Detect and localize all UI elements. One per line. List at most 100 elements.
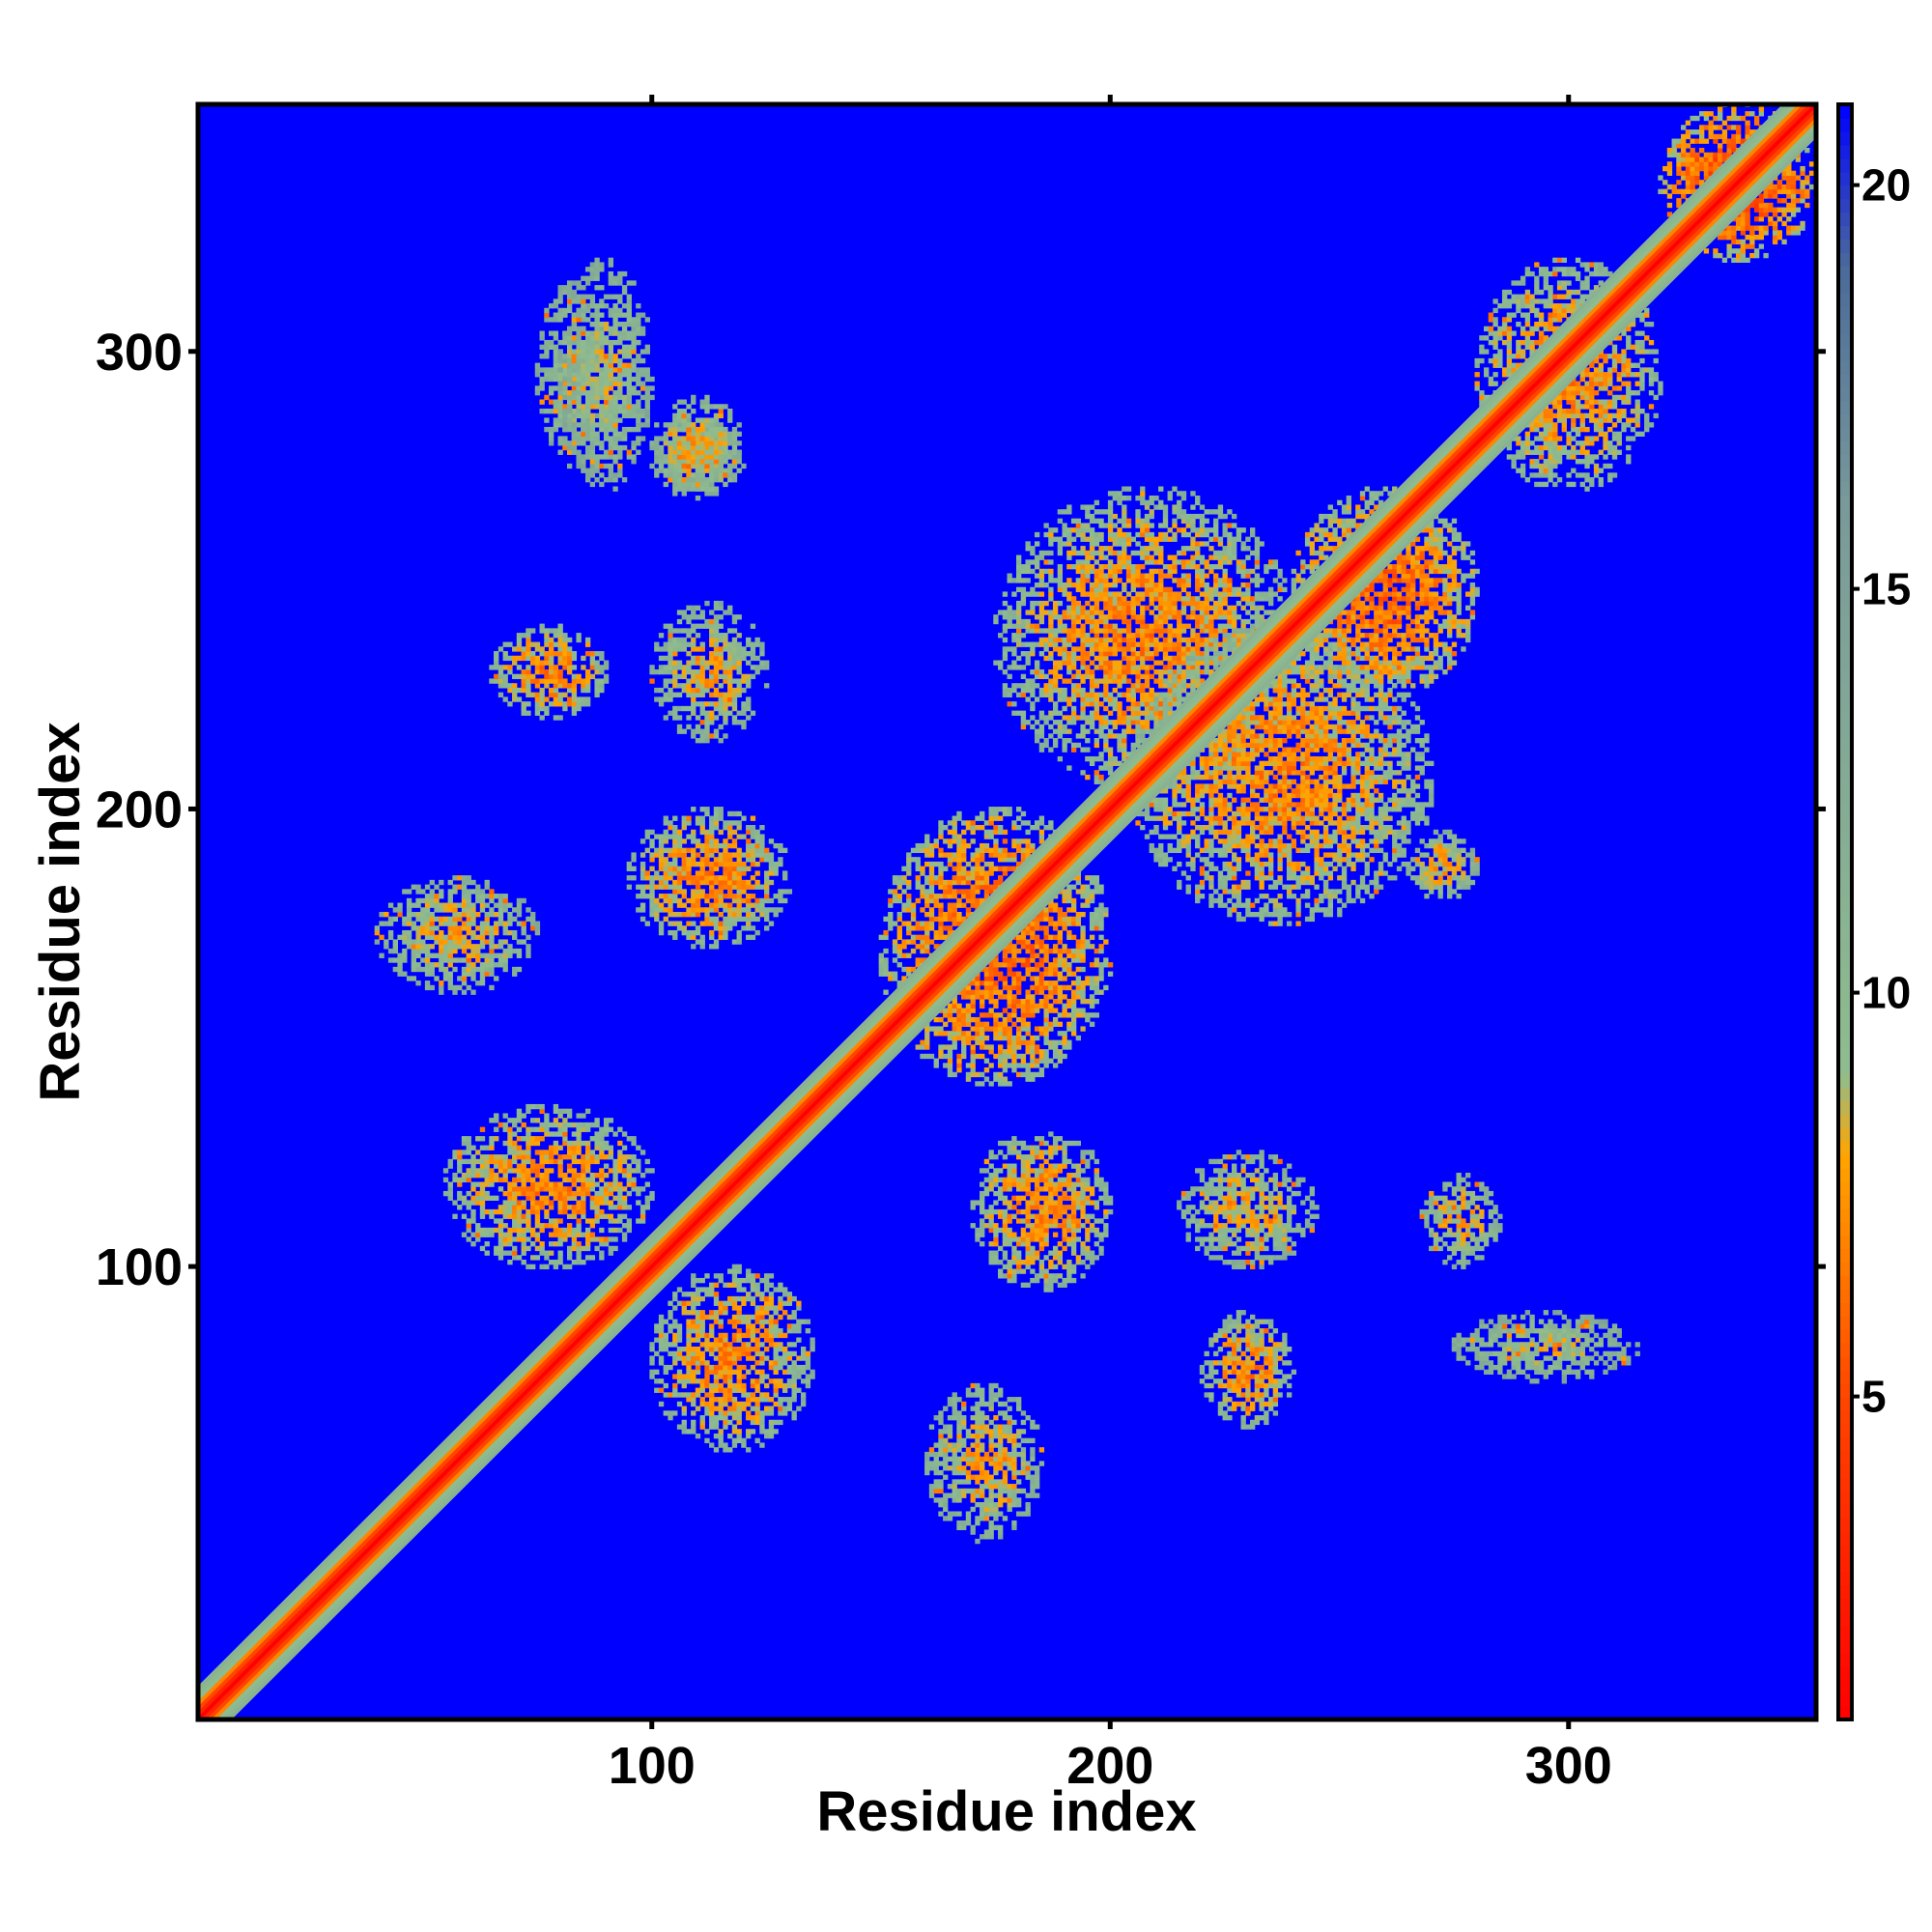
heatmap-cell (1002, 1232, 1009, 1237)
heatmap-cell (1461, 1190, 1466, 1197)
heatmap-cell (663, 683, 668, 689)
heatmap-cell (557, 715, 563, 721)
heatmap-cell (1295, 1181, 1301, 1187)
heatmap-cell (1314, 1213, 1320, 1219)
heatmap-cell (947, 1424, 953, 1430)
heatmap-cell (686, 875, 692, 881)
heatmap-cell (516, 952, 523, 958)
heatmap-cell (530, 1232, 536, 1237)
heatmap-cell (718, 655, 724, 662)
heatmap-cell (709, 733, 715, 739)
heatmap-cell (1469, 1236, 1476, 1242)
heatmap-cell (516, 633, 523, 639)
heatmap-cell (672, 1350, 678, 1357)
heatmap-cell (988, 1177, 994, 1183)
heatmap-cell (494, 1218, 499, 1224)
heatmap-cell (1007, 1218, 1012, 1224)
heatmap-cell (1272, 1387, 1279, 1393)
heatmap-cell (654, 1337, 660, 1343)
heatmap-cell (672, 665, 678, 670)
heatmap-cell (576, 1190, 582, 1197)
heatmap-cell (526, 1236, 531, 1242)
heatmap-cell (589, 1181, 596, 1187)
heatmap-cell (539, 1163, 545, 1169)
heatmap-cell (534, 1150, 541, 1155)
heatmap-cell (672, 472, 678, 478)
heatmap-cell (1020, 1419, 1027, 1426)
heatmap-cell (484, 1163, 490, 1169)
heatmap-cell (791, 1397, 797, 1403)
heatmap-cell (980, 1208, 985, 1215)
heatmap-cell (599, 1208, 605, 1215)
heatmap-cell (1048, 1282, 1054, 1288)
heatmap-cell (512, 1186, 518, 1192)
heatmap-cell (723, 907, 728, 913)
heatmap-cell (1437, 1195, 1443, 1201)
heatmap-cell (704, 857, 710, 863)
heatmap-cell (778, 1378, 783, 1384)
heatmap-cell (384, 939, 389, 945)
heatmap-cell (746, 1314, 752, 1321)
heatmap-cell (998, 1387, 1004, 1393)
heatmap-cell (1085, 1236, 1091, 1242)
heatmap-cell (1227, 1314, 1233, 1321)
heatmap-cell (731, 477, 738, 483)
heatmap-cell (713, 1387, 720, 1393)
heatmap-cell (566, 1227, 573, 1234)
heatmap-cell (1030, 1145, 1036, 1151)
heatmap-cell (695, 1392, 701, 1398)
heatmap-cell (526, 1264, 531, 1270)
heatmap-cell (754, 1328, 760, 1334)
heatmap-cell (502, 952, 508, 958)
heatmap-cell (526, 692, 531, 697)
heatmap-cell (584, 687, 591, 694)
heatmap-cell (970, 1382, 976, 1389)
heatmap-cell (750, 1332, 756, 1339)
heatmap-cell (649, 1374, 655, 1379)
heatmap-cell (695, 728, 701, 734)
heatmap-cell (475, 1181, 481, 1187)
heatmap-cell (723, 637, 728, 643)
heatmap-cell (961, 1520, 967, 1526)
heatmap-cell (668, 825, 673, 831)
heatmap-cell (759, 1397, 765, 1403)
heatmap-cell (676, 660, 683, 666)
heatmap-cell (439, 929, 444, 936)
heatmap-cell (781, 1350, 788, 1357)
heatmap-cell (773, 1355, 779, 1361)
heatmap-cell (718, 710, 724, 716)
heatmap-cell (539, 715, 545, 721)
heatmap-cell (470, 879, 476, 886)
heatmap-cell (584, 1168, 591, 1174)
heatmap-cell (1249, 1186, 1256, 1192)
heatmap-cell (1208, 1337, 1214, 1343)
heatmap-cell (424, 916, 431, 923)
heatmap-cell (512, 1218, 518, 1224)
heatmap-cell (1272, 1369, 1279, 1375)
heatmap-cell (736, 633, 742, 639)
heatmap-cell (993, 1479, 999, 1485)
heatmap-cell (489, 1140, 495, 1147)
heatmap-cell (1456, 1195, 1462, 1201)
heatmap-cell (695, 1323, 701, 1329)
heatmap-cell (1062, 1150, 1067, 1155)
heatmap-cell (1456, 1177, 1462, 1183)
heatmap-cell (704, 907, 710, 913)
heatmap-cell (805, 1350, 811, 1357)
heatmap-cell (759, 1305, 765, 1311)
heatmap-cell (764, 1295, 770, 1302)
heatmap-cell (429, 925, 435, 931)
heatmap-cell (723, 1397, 728, 1403)
heatmap-cell (952, 1484, 957, 1490)
heatmap-cell (704, 847, 710, 854)
heatmap-cell (502, 962, 508, 968)
heatmap-cell (599, 687, 605, 694)
heatmap-cell (961, 1479, 967, 1485)
heatmap-cell (1245, 1369, 1251, 1375)
heatmap-cell (1007, 1397, 1012, 1403)
heatmap-cell (539, 668, 545, 675)
heatmap-cell (1461, 1200, 1466, 1206)
heatmap-cell (746, 838, 752, 844)
heatmap-cell (457, 1154, 463, 1160)
heatmap-cell (672, 660, 678, 666)
